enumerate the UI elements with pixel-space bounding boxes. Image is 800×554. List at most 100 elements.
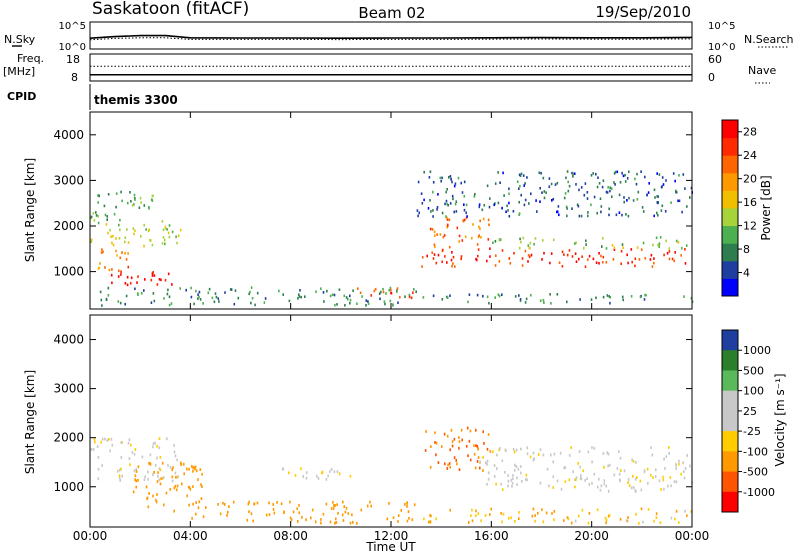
velocity-ytick-label-1: 2000 <box>53 431 84 445</box>
power-colorbar-segment-5 <box>722 190 738 209</box>
velocity-colorbar-label-1: 500 <box>743 364 764 377</box>
power-colorbar-segment-6 <box>722 172 738 191</box>
nsky-tick-bottom: 10^0 <box>59 42 86 53</box>
power-colorbar-label-2: 12 <box>743 220 757 233</box>
series-nsky-line <box>90 34 692 40</box>
power-region-3 <box>90 190 154 222</box>
velocity-colorbar-label-4: -25 <box>743 425 761 438</box>
velocity-colorbar-label-7: -1000 <box>743 486 775 499</box>
nsearch-tick-top: 10^5 <box>708 21 735 32</box>
power-ytick-label-2: 3000 <box>53 173 84 187</box>
xtick-label-3: 12:00 <box>374 529 409 543</box>
velocity-region-0 <box>90 437 179 483</box>
power-region-9 <box>422 293 694 305</box>
nsearch-tick-bottom: 10^0 <box>708 42 735 53</box>
power-colorbar-label: Power [dB] <box>759 175 773 240</box>
xtick-label-4: 16:00 <box>474 529 509 543</box>
nsky-panel-frame <box>89 21 693 50</box>
power-colorbar-label-4: 20 <box>743 173 757 186</box>
velocity-colorbar-label: Velocity [m s⁻¹] <box>773 373 787 466</box>
velocity-region-3 <box>424 426 492 472</box>
velocity-region-1 <box>132 461 203 513</box>
xtick-label-2: 08:00 <box>273 529 308 543</box>
nsearch-label: N.Search <box>744 33 794 46</box>
power-region-10 <box>416 170 693 218</box>
power-colorbar-segment-2 <box>722 243 738 262</box>
power-colorbar-frame <box>721 119 739 297</box>
power-colorbar-segment-0 <box>722 278 738 297</box>
beam-title: Beam 02 <box>358 4 425 22</box>
power-region-7 <box>429 216 490 249</box>
freq-label: Freq. <box>17 52 44 65</box>
velocity-colorbar-label-5: -100 <box>743 445 768 458</box>
velocity-region-2 <box>191 500 416 525</box>
velocity-colorbar-label-2: 100 <box>743 385 764 398</box>
power-region-1 <box>110 265 173 287</box>
freq-tick-top: 18 <box>66 53 80 66</box>
power-colorbar-segment-9 <box>722 120 738 139</box>
velocity-colorbar-segment-1 <box>722 350 738 371</box>
velocity-ytick-label-0: 1000 <box>53 480 84 494</box>
velocity-colorbar-segment-3 <box>722 390 738 412</box>
power-colorbar-segment-8 <box>722 137 738 156</box>
power-colorbar-label-5: 24 <box>743 149 757 162</box>
velocity-ytick-label-2: 3000 <box>53 382 84 396</box>
xtick-label-1: 04:00 <box>173 529 208 543</box>
power-panel-frame <box>89 111 693 310</box>
velocity-panel-frame <box>89 314 693 528</box>
velocity-colorbar-segment-2 <box>722 370 738 392</box>
xtick-label-6: 00:00 <box>675 529 710 543</box>
nave-tick-top: 60 <box>708 53 722 66</box>
nave-label: Nave <box>748 64 776 77</box>
power-colorbar-segment-4 <box>722 208 738 227</box>
power-ytick-label-1: 2000 <box>53 219 84 233</box>
cpid-label: CPID <box>7 90 36 103</box>
nsky-tick-top: 10^5 <box>59 21 86 32</box>
power-ylabel: Slant Range [km] <box>23 158 37 262</box>
velocity-colorbar-segment-0 <box>722 330 738 351</box>
power-region-0 <box>90 220 182 248</box>
power-region-2 <box>97 248 129 273</box>
power-heatmap <box>90 170 694 307</box>
xtick-label-0: 00:00 <box>73 529 108 543</box>
velocity-colorbar-segment-6 <box>722 451 738 473</box>
nave-tick-bottom: 0 <box>708 71 715 84</box>
power-colorbar-label-0: 4 <box>743 267 750 280</box>
velocity-colorbar-frame <box>721 329 739 513</box>
velocity-colorbar-label-0: 1000 <box>743 344 771 357</box>
power-colorbar-segment-3 <box>722 225 738 244</box>
nsky-label: N.Sky <box>4 33 36 46</box>
velocity-region-6 <box>281 467 352 481</box>
velocity-colorbar-segment-8 <box>722 491 738 513</box>
velocity-ylabel: Slant Range [km] <box>23 370 37 474</box>
date-title: 19/Sep/2010 <box>595 3 691 21</box>
velocity-colorbar-segment-4 <box>722 410 738 432</box>
velocity-heatmap <box>90 426 693 525</box>
power-colorbar-label-6: 28 <box>743 126 757 139</box>
power-colorbar-segment-7 <box>722 155 738 174</box>
power-region-5 <box>357 287 414 300</box>
power-colorbar-label-3: 16 <box>743 196 757 209</box>
velocity-ytick-label-3: 4000 <box>53 333 84 347</box>
power-region-6 <box>421 247 687 268</box>
power-colorbar-segment-1 <box>722 260 738 279</box>
power-ytick-label-3: 4000 <box>53 128 84 142</box>
power-colorbar-label-1: 8 <box>743 243 750 256</box>
power-ytick-label-0: 1000 <box>53 265 84 279</box>
velocity-colorbar-label-3: 25 <box>743 405 757 418</box>
xtick-label-5: 20:00 <box>574 529 609 543</box>
velocity-region-4 <box>479 446 693 493</box>
freq-unit: [MHz] <box>3 65 35 78</box>
xaxis-title: Time UT <box>365 540 416 554</box>
velocity-colorbar-segment-5 <box>722 431 738 452</box>
cpid-value: themis 3300 <box>94 93 178 107</box>
power-region-8 <box>492 236 688 250</box>
velocity-colorbar-segment-7 <box>722 471 738 493</box>
freq-tick-bottom: 8 <box>71 71 78 84</box>
power-region-4 <box>99 286 417 307</box>
station-title: Saskatoon (fitACF) <box>92 0 249 19</box>
freq-panel-frame <box>89 53 693 82</box>
velocity-region-5 <box>423 507 692 525</box>
velocity-colorbar-label-6: -500 <box>743 466 768 479</box>
